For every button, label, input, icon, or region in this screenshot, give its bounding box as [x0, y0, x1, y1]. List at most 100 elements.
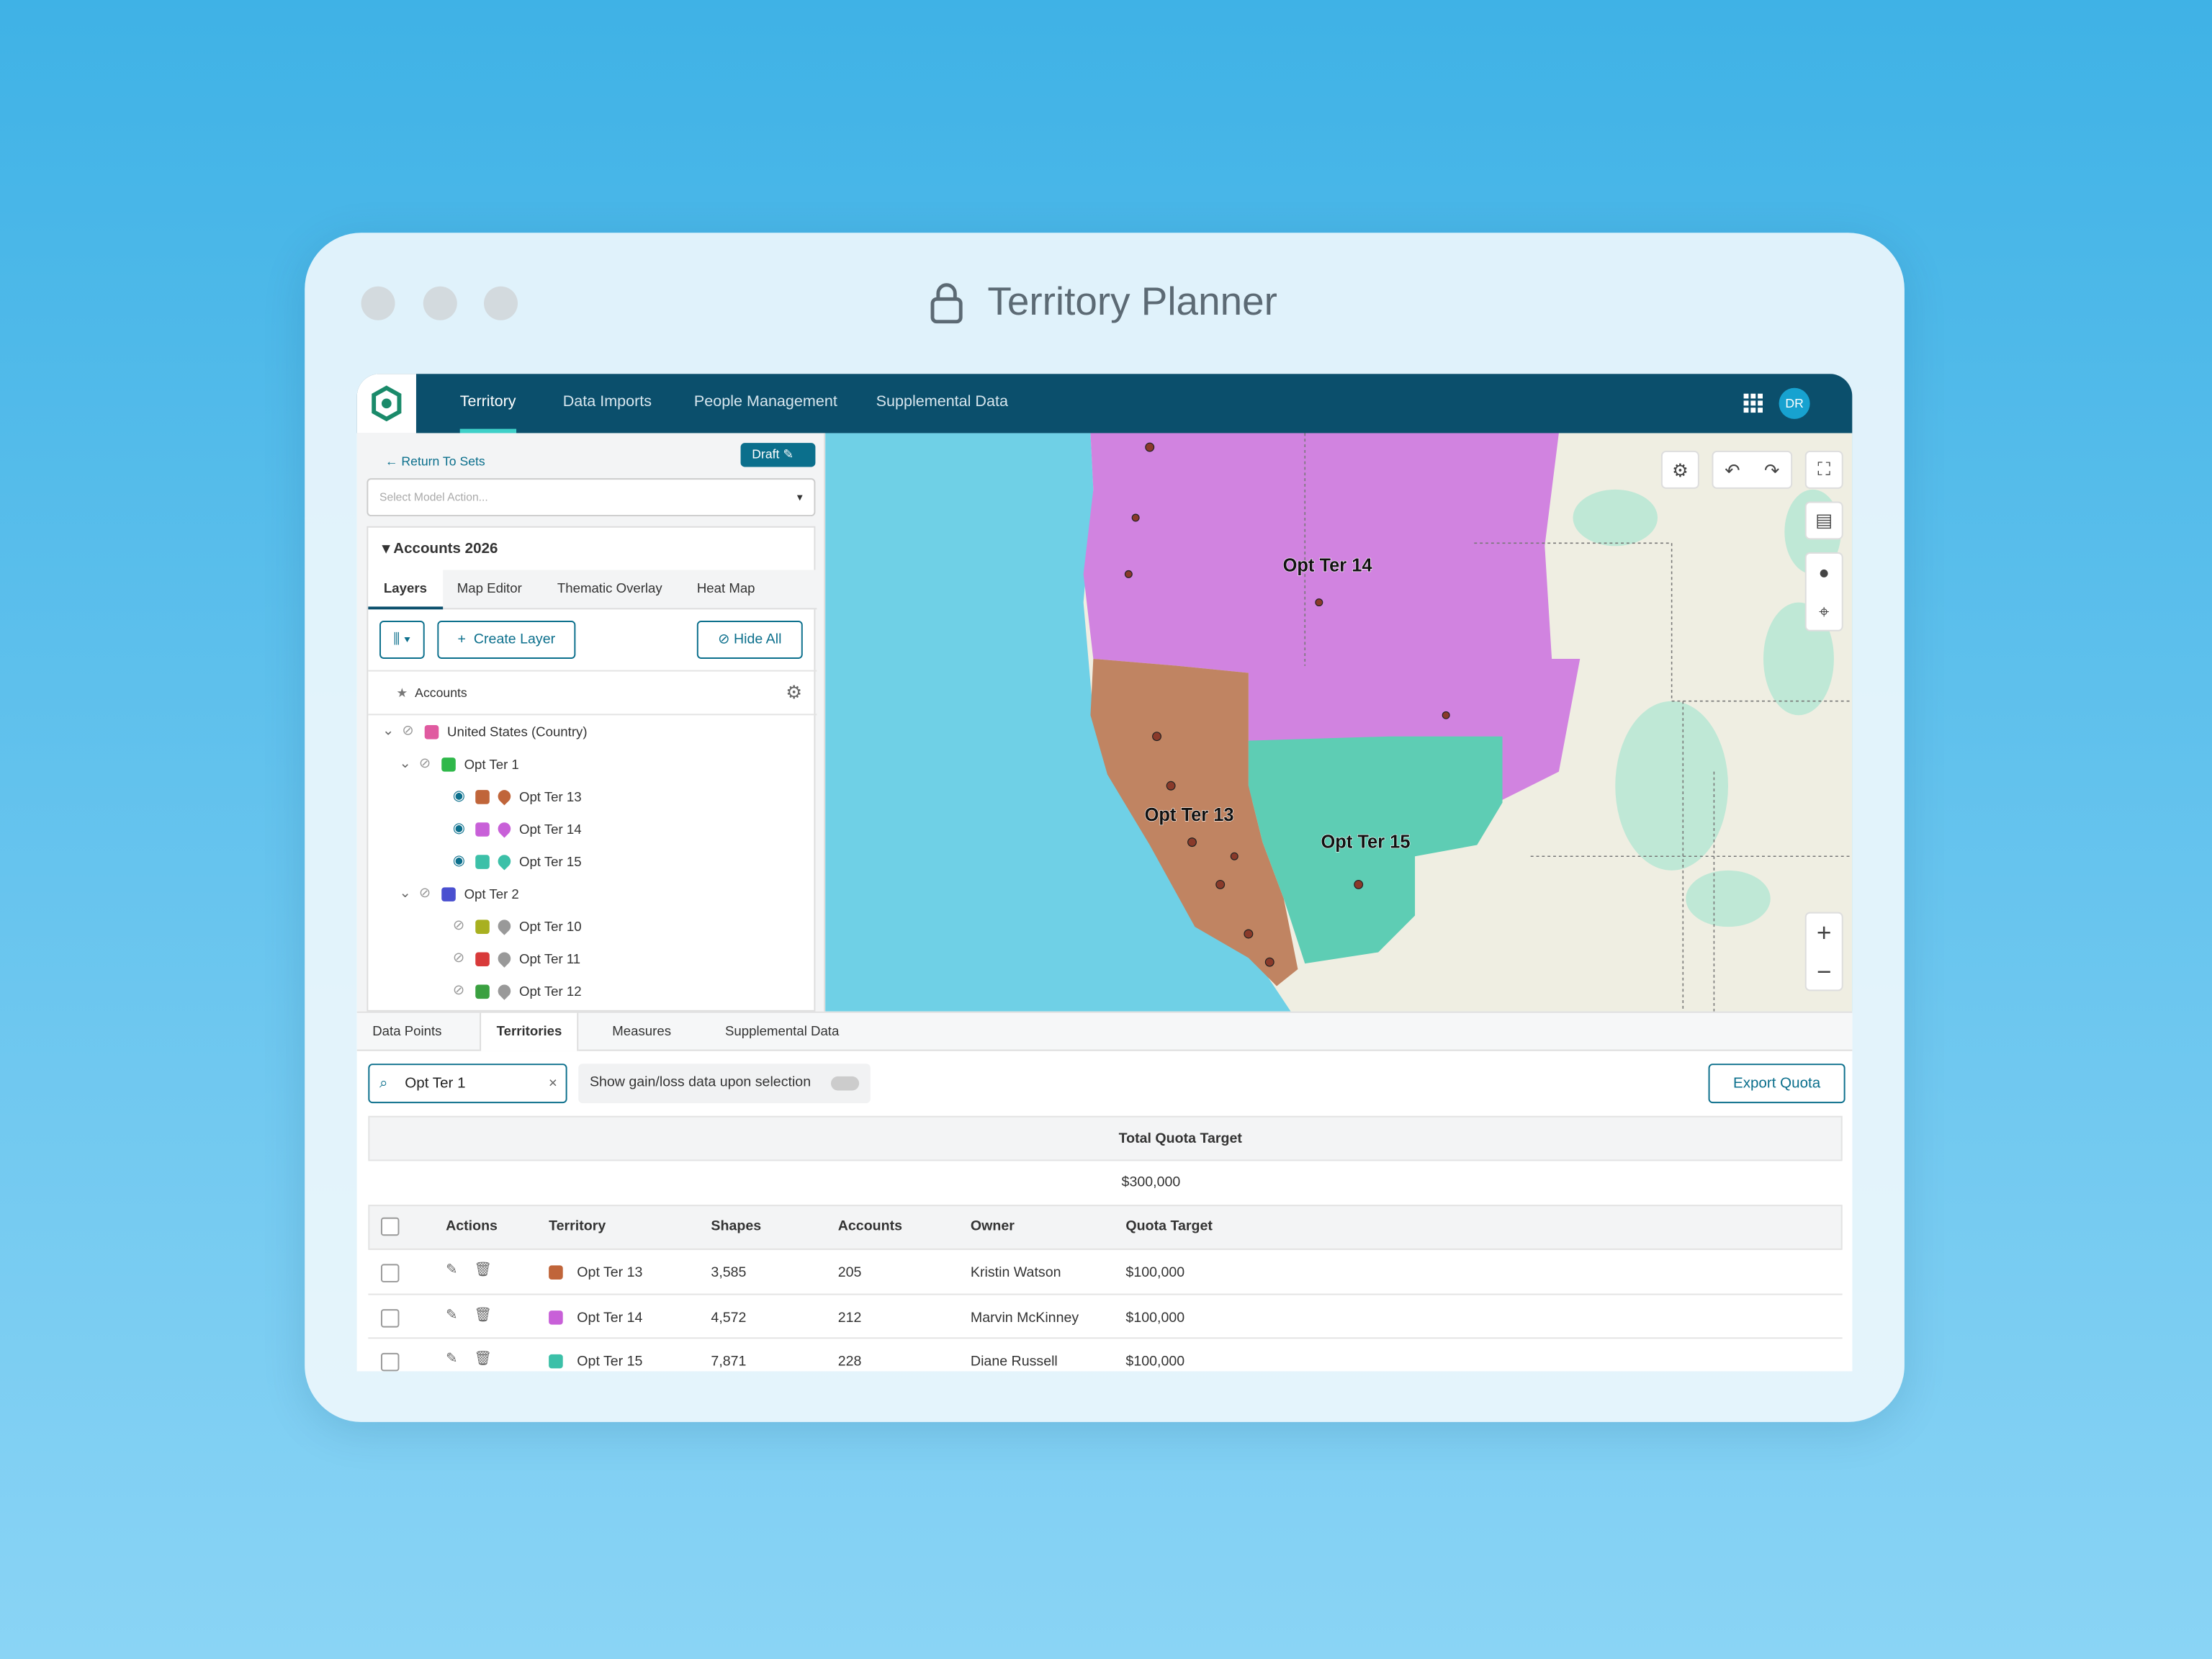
row-checkbox[interactable] [380, 1264, 400, 1282]
sidebar-tab[interactable]: Thematic Overlay [557, 581, 662, 597]
summary-header-text: Total Quota Target [1118, 1131, 1242, 1147]
delete-action[interactable]: 🗑 [474, 1262, 493, 1279]
sidebar-tab[interactable]: Heat Map [696, 581, 755, 597]
table-cell: Opt Ter 14 [577, 1310, 643, 1326]
bottom-tabs: Data Points Territories Measures Supplement… [356, 1012, 1853, 1051]
visibility-icon[interactable]: ◉ [452, 788, 466, 804]
tree-caret[interactable]: ⌄ [382, 724, 395, 739]
create-layer-text: Create Layer [473, 631, 556, 648]
edit-action[interactable]: ✎ [446, 1351, 458, 1367]
column-header[interactable]: Owner [970, 1218, 1015, 1235]
nav-tab[interactable]: Territory [459, 374, 516, 433]
tree-label[interactable]: Opt Ter 11 [518, 952, 581, 968]
column-header[interactable]: Quota Target [1125, 1218, 1213, 1235]
hide-all-text: Hide All [734, 631, 782, 648]
export-button[interactable]: Export Quota [1708, 1064, 1845, 1104]
layer-pin [495, 819, 513, 838]
layer-swatch [441, 887, 456, 902]
table-cell: $100,000 [1125, 1265, 1185, 1281]
visibility-icon[interactable]: ⊘ [452, 983, 465, 999]
map[interactable]: Opt Ter 14 Opt Ter 13 Opt Ter 15 ⚙ ↶ ↷ ⛶ ▤ ● ⌖… [825, 433, 1853, 1012]
territory-swatch [549, 1354, 563, 1369]
select-all[interactable] [380, 1217, 400, 1236]
edit-action[interactable]: ✎ [446, 1307, 458, 1323]
edit-action[interactable]: ✎ [446, 1262, 458, 1279]
table-row [368, 1250, 1843, 1295]
layer-swatch [441, 757, 456, 772]
bottom-tab[interactable]: Data Points [372, 1024, 442, 1040]
territory-swatch [549, 1310, 563, 1324]
visibility-icon[interactable]: ⊘ [452, 950, 465, 967]
tree-label[interactable]: Opt Ter 13 [518, 790, 582, 806]
nav-tab[interactable]: Data Imports [562, 393, 652, 411]
select-placeholder: Select Model Action... [379, 490, 488, 504]
table-cell: $100,000 [1125, 1310, 1185, 1326]
tree-label[interactable]: United States (Country) [447, 725, 588, 741]
apps-icon[interactable] [1743, 393, 1763, 413]
map-label: Opt Ter 15 [1321, 832, 1410, 852]
column-header[interactable]: Shapes [711, 1218, 762, 1235]
delete-action[interactable]: 🗑 [474, 1351, 493, 1367]
hide-all-button[interactable]: ⊘ Hide All [696, 621, 803, 659]
tree-label[interactable]: Opt Ter 10 [518, 920, 582, 935]
bottom-panel: Data Points Territories Measures Supplement… [356, 1011, 1853, 1372]
table-cell: Diane Russell [970, 1354, 1058, 1370]
map-label: Opt Ter 13 [1145, 805, 1234, 825]
create-layer-button[interactable]: + Create Layer [437, 621, 576, 659]
bottom-tab[interactable]: Territories [480, 1012, 579, 1051]
bottom-tab[interactable]: Supplemental Data [725, 1024, 840, 1040]
tree-label[interactable]: Opt Ter 14 [518, 822, 582, 838]
layer-header-text: Accounts [415, 685, 467, 700]
table-cell: Kristin Watson [970, 1265, 1061, 1281]
bottom-tab[interactable]: Measures [612, 1024, 672, 1040]
table-row [368, 1295, 1843, 1339]
svg-text:↷: ↷ [1764, 461, 1779, 481]
tree-label[interactable]: Opt Ter 2 [464, 887, 519, 903]
tree-caret[interactable]: ⌄ [399, 756, 411, 772]
column-header[interactable]: Territory [549, 1218, 606, 1235]
table-cell: 4,572 [711, 1310, 747, 1326]
visibility-icon[interactable]: ⊘ [402, 724, 414, 739]
svg-text:●: ● [1819, 562, 1830, 583]
search-box[interactable]: ⌕ Opt Ter 1 × [368, 1064, 567, 1104]
avatar[interactable]: DR [1779, 387, 1810, 419]
logo[interactable] [356, 374, 416, 433]
sidebar-tab[interactable]: Layers [368, 570, 443, 610]
visibility-icon[interactable]: ◉ [452, 821, 466, 837]
tree-caret[interactable]: ⌄ [399, 886, 411, 902]
tree-label[interactable]: Opt Ter 12 [518, 984, 582, 1001]
sidebar-tab[interactable]: Map Editor [457, 581, 522, 597]
gain-loss-toggle[interactable]: Show gain/loss data upon selection [578, 1064, 871, 1104]
layer-pin [495, 949, 513, 968]
visibility-icon[interactable]: ⊘ [418, 756, 431, 772]
svg-text:⛶: ⛶ [1817, 459, 1830, 480]
tree-label[interactable]: Opt Ter 1 [464, 757, 519, 773]
column-header[interactable]: Accounts [837, 1218, 903, 1235]
window-dot [423, 286, 457, 320]
nav-tab[interactable]: Supplemental Data [876, 393, 1008, 411]
layer-settings[interactable]: ⚙ [786, 681, 803, 703]
status-text: Draft [752, 447, 780, 462]
status-badge[interactable]: Draft ✎ [740, 443, 816, 467]
layers-panel: ▾ Accounts 2026 Layers Map Editor Thematic… [367, 526, 817, 1012]
section-title[interactable]: ▾ Accounts 2026 [382, 540, 498, 557]
tree-label[interactable]: Opt Ter 15 [518, 855, 582, 871]
visibility-icon[interactable]: ◉ [452, 853, 466, 869]
visibility-icon[interactable]: ⊘ [452, 918, 465, 934]
filter-button[interactable]: ⫼ ▾ [379, 621, 425, 659]
nav-tab[interactable]: People Management [693, 393, 837, 411]
row-checkbox[interactable] [380, 1352, 400, 1372]
back-link[interactable]: ← Return To Sets [385, 454, 485, 469]
visibility-icon[interactable]: ⊘ [418, 886, 431, 902]
row-checkbox[interactable] [380, 1308, 400, 1327]
svg-text:−: − [1817, 958, 1832, 986]
svg-text:▤: ▤ [1815, 511, 1833, 531]
model-action-select[interactable]: Select Model Action... ▾ [367, 478, 816, 517]
column-header[interactable]: Actions [446, 1218, 498, 1235]
section-text: Accounts 2026 [393, 540, 498, 557]
table-cell: 3,585 [711, 1265, 747, 1281]
delete-action[interactable]: 🗑 [474, 1307, 493, 1323]
svg-text:↶: ↶ [1725, 461, 1740, 481]
svg-text:⚙: ⚙ [1672, 461, 1689, 481]
